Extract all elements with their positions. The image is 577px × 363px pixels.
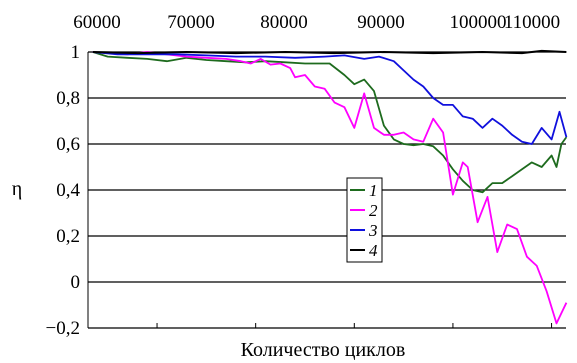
y-tick-label: −0,2 xyxy=(46,318,80,339)
y-tick-label: 0,4 xyxy=(56,180,80,201)
axes xyxy=(87,52,553,328)
legend-box xyxy=(346,177,383,263)
legend-label-1: 1 xyxy=(369,181,378,200)
x-tick-label: 80000 xyxy=(260,12,308,33)
y-tick-label: 0 xyxy=(71,272,81,293)
y-tick-label: 0,6 xyxy=(56,134,80,155)
y-tick-label: 0,2 xyxy=(56,226,80,247)
y-tick-label: 0,8 xyxy=(56,88,80,109)
series-line-4 xyxy=(92,49,567,55)
series-line-2 xyxy=(92,51,568,325)
y-tick-label: 1 xyxy=(71,42,81,63)
grid xyxy=(88,51,566,329)
x-axis-label: Количество циклов xyxy=(241,339,406,361)
x-tick-label: 60000 xyxy=(73,12,121,33)
series-line-3 xyxy=(92,51,568,145)
x-tick-label: 100000 xyxy=(450,12,507,33)
legend-label-2: 2 xyxy=(369,201,378,220)
y-axis-label: η xyxy=(12,178,22,200)
x-tick-label: 90000 xyxy=(357,12,405,33)
series-lines xyxy=(92,49,568,325)
legend-label-3: 3 xyxy=(368,221,378,240)
x-tick-label: 70000 xyxy=(167,12,215,33)
x-tick-label: 110000 xyxy=(504,12,560,33)
series-line-1 xyxy=(92,51,568,194)
legend-label-4: 4 xyxy=(369,241,378,260)
y-tick-labels: 1 0,8 0,6 0,4 0,2 0 −0,2 xyxy=(46,42,81,339)
